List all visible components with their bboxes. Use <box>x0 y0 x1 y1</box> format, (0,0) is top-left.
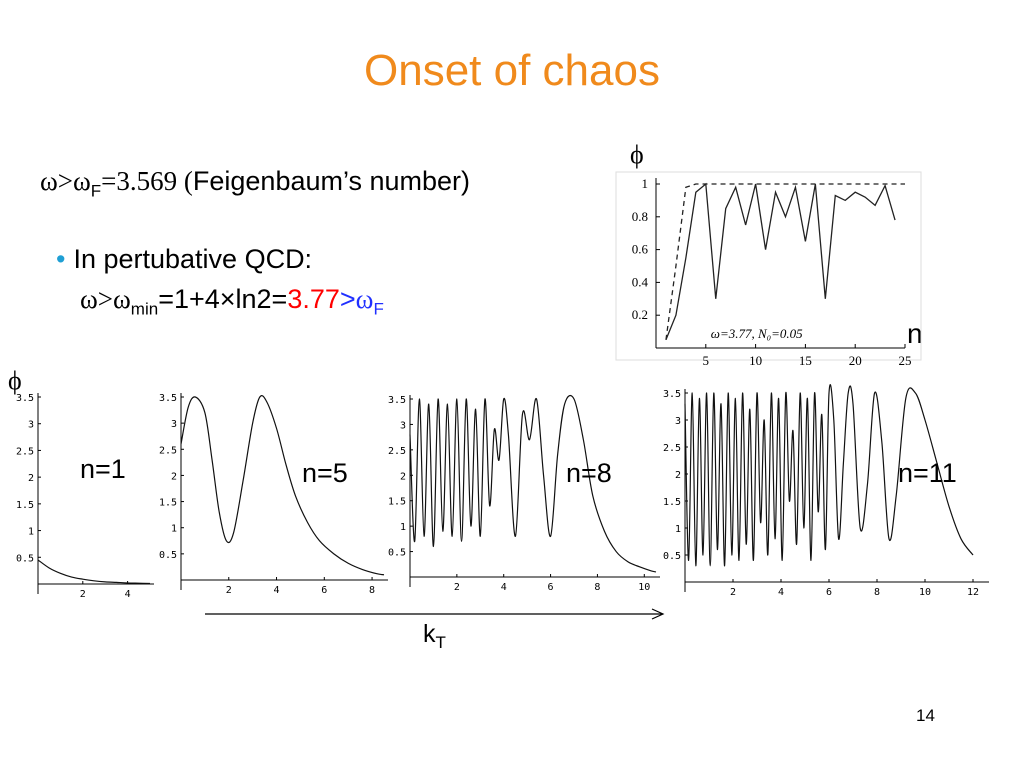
series-line <box>684 384 974 567</box>
x-tick-label: 8 <box>594 582 600 593</box>
chart-n8: 0.5 1 1.5 2 2.5 3 3.5 2 4 6 8 10 <box>388 394 660 593</box>
y-tick-label: 1 <box>400 522 406 533</box>
label-n11: n=11 <box>898 458 957 488</box>
feigenbaum-line: ω>ωF=3.569 (Feigenbaum’s number) <box>40 166 470 201</box>
y-tick-label: 1 <box>642 176 649 191</box>
x-tick-label: 2 <box>80 589 86 600</box>
x-tick-label: 4 <box>274 585 280 596</box>
feigenbaum-value: =3.569 ( <box>101 166 193 196</box>
x-tick-label: 5 <box>703 353 710 368</box>
x-tick-label: 4 <box>778 587 784 598</box>
y-tick-label: 3.5 <box>159 393 177 404</box>
chart-n11: 0.5 1 1.5 2 2.5 3 3.5 2 4 6 8 10 12 <box>663 384 989 598</box>
bullet-dot: • <box>56 244 66 274</box>
y-tick-label: 2 <box>675 470 681 481</box>
y-tick-label: 3.5 <box>663 389 681 400</box>
x-tick-label: 4 <box>125 589 131 600</box>
omega-f-gt: > <box>339 284 356 314</box>
x-tick-label: 8 <box>874 587 880 598</box>
label-n5: n=5 <box>302 458 348 488</box>
x-tick-label: 10 <box>638 582 650 593</box>
y-tick-label: 3.5 <box>16 393 34 404</box>
y-tick-label: 1.5 <box>16 500 34 511</box>
chart-iteration: 5 10 15 20 25 0.2 0.4 0.6 0.8 1 ω=3.77, N₀=0.05 <box>615 171 922 368</box>
x-tick-label: 2 <box>730 587 736 598</box>
y-tick-label: 1.5 <box>159 498 177 509</box>
x-tick-label: 8 <box>369 585 375 596</box>
y-tick-label: 0.8 <box>632 209 648 224</box>
y-tick-label: 2.5 <box>388 446 406 457</box>
x-tick-label: 4 <box>501 582 507 593</box>
y-tick-label: 0.5 <box>663 551 681 562</box>
omega-min-line: ω>ωmin=1+4×ln2=3.77>ωF <box>80 284 384 319</box>
y-tick-label: 3.5 <box>388 395 406 406</box>
x-tick-label: 6 <box>826 587 832 598</box>
x-tick-label: 15 <box>799 353 812 368</box>
y-tick-label: 3 <box>675 416 681 427</box>
x-tick-label: 10 <box>749 353 762 368</box>
y-tick-label: 2.5 <box>16 446 34 457</box>
chart-n5: 0.5 1 1.5 2 2.5 3 3.5 2 4 6 8 <box>159 393 388 596</box>
x-tick-label: 6 <box>548 582 554 593</box>
omega-min-sub: min <box>130 299 159 319</box>
y-tick-label: 2 <box>171 471 177 482</box>
x-tick-label: 2 <box>454 582 460 593</box>
omega-min-value: 3.77 <box>287 284 340 314</box>
omega-min-inequality: ω>ω <box>80 284 131 314</box>
series-line <box>37 559 151 585</box>
dashed-line <box>665 183 905 340</box>
x-tick-label: 6 <box>321 585 327 596</box>
series-line <box>665 182 896 341</box>
x-tick-label: 25 <box>899 353 912 368</box>
omega-f-sub: F <box>373 299 384 319</box>
y-tick-label: 3 <box>171 419 177 430</box>
y-tick-label: 0.5 <box>16 553 34 564</box>
chart-n1: 0.5 1 1.5 2 2.5 3 3.5 2 4 <box>16 393 154 600</box>
y-tick-label: 0.6 <box>632 242 649 257</box>
y-tick-label: 0.4 <box>632 274 649 289</box>
y-tick-label: 2 <box>400 471 406 482</box>
omega-min-formula: =1+4×ln2= <box>158 284 288 314</box>
y-tick-label: 2 <box>28 473 34 484</box>
page-number: 14 <box>916 706 935 725</box>
omega-sub: F <box>90 181 102 201</box>
label-n1: n=1 <box>80 454 126 484</box>
series-line <box>180 395 385 576</box>
y-tick-label: 3 <box>400 420 406 431</box>
y-tick-label: 1 <box>675 524 681 535</box>
y-tick-label: 2.5 <box>663 443 681 454</box>
chart-frame <box>615 171 922 361</box>
page-title: Onset of chaos <box>364 46 660 95</box>
kt-sub: T <box>435 633 446 652</box>
x-tick-label: 10 <box>919 587 931 598</box>
y-tick-label: 1 <box>171 524 177 535</box>
kt-k: k <box>423 620 436 648</box>
feigenbaum-text: Feigenbaum’s number) <box>192 166 471 196</box>
label-n8: n=8 <box>566 458 612 488</box>
y-tick-label: 1.5 <box>663 497 681 508</box>
kt-label: kT <box>423 620 446 653</box>
phi-label-top: ϕ <box>630 140 644 169</box>
y-tick-label: 0.5 <box>159 550 177 561</box>
x-tick-label: 20 <box>849 353 862 368</box>
y-tick-label: 1 <box>28 527 34 538</box>
y-tick-label: 2.5 <box>159 445 177 456</box>
n-axis-label: n <box>907 318 923 349</box>
bullet-text: In pertubative QCD: <box>73 244 313 274</box>
omega-f-symbol: ω <box>355 284 374 314</box>
y-tick-label: 1.5 <box>388 497 406 508</box>
y-tick-label: 0.5 <box>388 548 406 559</box>
phi-label-bottom: ϕ <box>8 366 22 395</box>
x-tick-label: 2 <box>226 585 232 596</box>
y-tick-label: 3 <box>28 420 34 431</box>
x-tick-label: 12 <box>967 587 979 598</box>
series-line <box>409 394 657 573</box>
bullet-qcd: • In pertubative QCD: <box>56 244 312 275</box>
omega-inequality: ω>ω <box>40 166 91 196</box>
chart-annotation: ω=3.77, N₀=0.05 <box>711 326 803 341</box>
y-tick-label: 0.2 <box>632 307 648 322</box>
